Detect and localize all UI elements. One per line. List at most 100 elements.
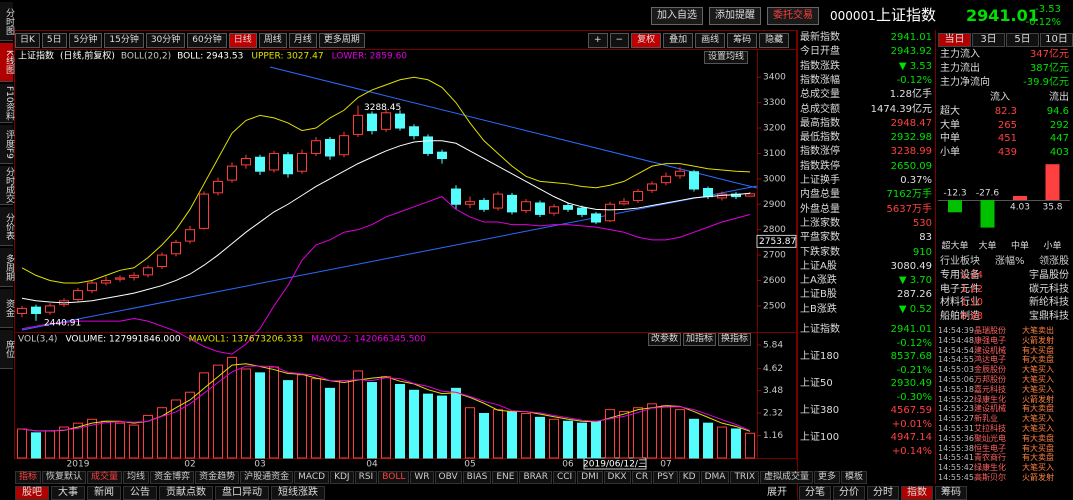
indicator-tab[interactable]: 指标 [15,471,42,484]
bottom-tab[interactable]: 新闻 [87,486,121,500]
tool-button[interactable]: 画线 [695,33,726,48]
boll-line [21,76,751,284]
indicator-tab[interactable]: CR [631,471,653,484]
indicator-tab[interactable]: KDJ [330,471,354,484]
side-tab[interactable]: 分时成交 [0,166,14,205]
indicator-tab[interactable]: BOLL [378,471,410,484]
side-tab[interactable]: 多周期 [0,248,14,287]
quote-label: 最低指数 [800,132,840,144]
side-tab[interactable]: F10资料 [0,84,14,123]
indicator-tab[interactable]: TRIX [730,471,760,484]
ticker-event: 大笔买入 [1022,414,1054,424]
quote-value: 910 [912,246,932,258]
view-tab[interactable]: 筹码 [935,486,967,500]
flow-tab[interactable]: 3日 [972,33,1005,47]
side-tab[interactable]: 席位 [0,330,14,369]
indicator-tab[interactable]: 成交量 [87,471,123,484]
view-tab[interactable]: 分时 [867,486,899,500]
side-tab[interactable]: 分价表 [0,207,14,246]
indicator-tab[interactable]: BIAS [462,471,492,484]
ticker-stock: 晶瑞股份 [974,326,1006,335]
period-tab[interactable]: 更多周期 [318,33,365,48]
flow-row-name: 中单 [940,133,960,144]
volume-indicator: VOL(3,4) [18,335,57,345]
indicator-tab[interactable]: PSY [653,471,678,484]
indicator-tab[interactable]: RSI [354,471,378,484]
indicator-tab[interactable]: DMA [700,471,730,484]
indicator-tab[interactable]: 资金博弈 [150,471,195,484]
tool-button[interactable]: 复权 [631,33,662,48]
ticker-time: 14:55:41 [938,453,974,463]
period-tab[interactable]: 日K [15,33,40,48]
tool-button[interactable]: 筹码 [727,33,758,48]
tool-button[interactable]: 叠加 [663,33,694,48]
side-tab[interactable]: 评度F9 [0,125,14,164]
mavol-line [21,365,751,432]
period-tab[interactable]: 月线 [288,33,317,48]
index-value: 4947.14 [890,432,932,443]
indicator-tab[interactable]: 恢复默认 [42,471,87,484]
indicator-tab[interactable]: MACD [294,471,330,484]
indicator-tab[interactable]: 模板 [841,471,868,484]
action-button[interactable]: 添加提醒 [709,7,761,25]
action-button[interactable]: 委托交易 [767,7,819,25]
indicator-tab[interactable]: 虚拟成交量 [760,471,814,484]
flow-tab[interactable]: 10日 [1040,33,1073,47]
bottom-tab[interactable]: 短线涨跌 [271,486,325,500]
period-tab[interactable]: 60分钟 [187,33,227,48]
period-tab[interactable]: 日线 [228,33,257,48]
ticker-time: 14:55:45 [938,473,974,482]
indicator-tab[interactable]: DMI [577,471,603,484]
indicator-tab[interactable]: ENE [492,471,519,484]
bottom-tab[interactable]: 股吧 [15,486,49,500]
indicator-tab[interactable]: WR [410,471,434,484]
flow-tab[interactable]: 当日 [938,33,971,47]
action-button[interactable]: 加入自选 [651,7,703,25]
indicator-tab[interactable]: OBV [434,471,462,484]
x-tick-label: 04 [366,460,378,470]
indicator-tab[interactable]: 沪股通资金 [240,471,294,484]
indicator-tab[interactable]: 均线 [123,471,150,484]
side-tab[interactable]: 资金 [0,289,14,328]
indicator-tab[interactable]: CCI [552,471,577,484]
period-tab[interactable]: 周线 [258,33,287,48]
period-tab[interactable]: 5分钟 [68,33,103,48]
high-label: 3288.45 [364,103,401,113]
flow-tab[interactable]: 5日 [1006,33,1039,47]
period-tab[interactable]: 5日 [41,33,67,48]
indicator-tab[interactable]: 更多 [814,471,841,484]
view-tab[interactable]: 分价 [833,486,865,500]
panel-button[interactable]: 改参数 [648,333,682,346]
tool-button[interactable]: + [588,33,608,48]
period-tab[interactable]: 15分钟 [104,33,144,48]
expand-button[interactable]: 展开 [767,487,787,498]
view-tab[interactable]: 分笔 [799,486,831,500]
indicator-tab[interactable]: 资金趋势 [195,471,240,484]
view-tab[interactable]: 指数 [901,486,933,500]
indicator-tab[interactable]: KD [678,471,700,484]
sector-leader: 新纶科技 [1029,297,1069,309]
bottom-tab[interactable]: 大事 [51,486,85,500]
bottom-tab[interactable]: 盘口异动 [215,486,269,500]
panel-button[interactable]: 换指标 [718,333,752,346]
side-tab[interactable]: K线图 [0,43,14,82]
side-tab[interactable]: 分时图 [0,2,14,41]
volume-bar [647,403,657,459]
flow-bar [1045,164,1060,200]
bottom-tab[interactable]: 贡献点数 [159,486,213,500]
tool-button[interactable]: − [609,33,630,48]
bottom-tab[interactable]: 公告 [123,486,157,500]
ticker-stock: 新乳业 [974,414,998,424]
tool-button[interactable]: 隐藏 [759,33,790,48]
indicator-tab[interactable]: BRAR [519,471,552,484]
period-tab[interactable]: 30分钟 [145,33,186,48]
chart-button[interactable]: 设置均线 [704,51,749,64]
flow-bar [948,200,962,213]
indicator-tab[interactable]: DKX [603,471,631,484]
volume-bar [199,372,209,459]
panel-button[interactable]: 加指标 [683,333,717,346]
ticker-stock: 万邦股份 [974,375,1006,384]
quote-label: 外盘总量 [800,203,840,215]
y-tick-label: 3200 [763,124,786,134]
index-name: 上证50 [800,378,833,389]
